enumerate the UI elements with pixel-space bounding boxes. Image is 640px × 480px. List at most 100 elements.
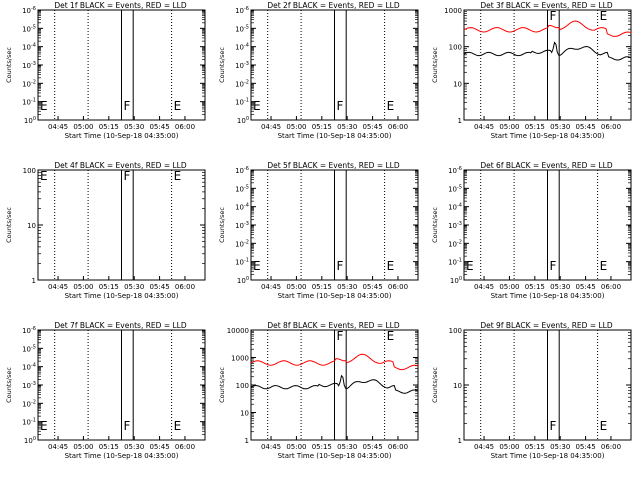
y-axis-label: Counts/sec	[218, 207, 226, 243]
y-tick-label: 10-1	[235, 258, 249, 267]
y-tick-label: 10	[453, 382, 462, 390]
y-tick-label: 100	[237, 276, 249, 285]
y-tick-label: 100	[24, 436, 36, 445]
y-tick-label: 10-3	[448, 221, 462, 230]
event-marker: E	[600, 9, 608, 23]
x-tick-label: 06:00	[175, 283, 195, 291]
events-series-line	[463, 41, 632, 61]
event-marker: E	[466, 259, 474, 273]
y-tick-label: 100	[449, 44, 462, 52]
x-tick-label: 05:45	[149, 123, 169, 131]
x-tick-label: 05:00	[286, 283, 306, 291]
y-tick-label: 10-3	[235, 221, 249, 230]
x-tick-label: 05:30	[337, 283, 357, 291]
lld-series-line	[463, 20, 632, 37]
y-tick-label: 10-2	[235, 239, 249, 248]
panel-title: Det 9f BLACK = Events, RED = LLD	[480, 321, 613, 330]
y-tick-label: 10-1	[448, 258, 462, 267]
event-marker: E	[387, 329, 395, 343]
detector-panel: Det 3f BLACK = Events, RED = LLD Counts/s…	[431, 1, 632, 140]
detector-panel: Det 2f BLACK = Events, RED = LLD Counts/s…	[218, 1, 419, 140]
x-tick-label: 05:45	[575, 123, 595, 131]
y-tick-label: 10-1	[22, 418, 36, 427]
x-axis-label: Start Time (10-Sep-18 04:35:00)	[278, 292, 392, 300]
y-tick-label: 10-2	[22, 79, 36, 88]
y-tick-label: 10-4	[235, 203, 249, 212]
y-tick-label: 1	[245, 437, 249, 445]
y-tick-label: 10-3	[235, 61, 249, 70]
y-axis-label: Counts/sec	[431, 207, 439, 243]
y-tick-label: 1	[458, 117, 462, 125]
x-tick-label: 05:15	[99, 123, 119, 131]
event-marker: E	[174, 169, 182, 183]
y-tick-label: 10-6	[22, 326, 36, 335]
y-tick-label: 100	[236, 382, 249, 390]
event-marker: E	[387, 99, 395, 113]
y-tick-label: 10-5	[22, 344, 36, 353]
panel-title: Det 3f BLACK = Events, RED = LLD	[480, 1, 613, 10]
x-tick-label: 05:45	[362, 123, 382, 131]
y-tick-label: 1000	[444, 7, 462, 15]
x-tick-label: 05:30	[124, 283, 144, 291]
lld-series-line	[250, 353, 419, 371]
x-tick-label: 05:15	[525, 443, 545, 451]
x-tick-label: 04:45	[474, 443, 494, 451]
event-marker: E	[174, 99, 182, 113]
x-tick-label: 06:00	[175, 443, 195, 451]
y-tick-label: 10-6	[235, 6, 249, 15]
event-marker: F	[550, 259, 557, 273]
events-series-line	[250, 374, 419, 394]
x-tick-label: 05:45	[149, 283, 169, 291]
x-axis-label: Start Time (10-Sep-18 04:35:00)	[278, 132, 392, 140]
x-tick-label: 05:00	[73, 283, 93, 291]
detector-panel: Det 6f BLACK = Events, RED = LLD Counts/s…	[431, 161, 632, 300]
x-tick-label: 04:45	[48, 283, 68, 291]
x-tick-label: 05:45	[149, 443, 169, 451]
x-tick-label: 06:00	[601, 443, 621, 451]
x-tick-label: 04:45	[261, 443, 281, 451]
y-tick-label: 10-2	[235, 79, 249, 88]
x-tick-label: 05:00	[73, 443, 93, 451]
y-tick-label: 10-5	[448, 184, 462, 193]
y-tick-label: 100	[450, 276, 462, 285]
detector-panel: Det 8f BLACK = Events, RED = LLD Counts/s…	[218, 321, 419, 460]
x-tick-label: 05:15	[525, 123, 545, 131]
x-tick-label: 05:00	[286, 443, 306, 451]
x-tick-label: 05:45	[362, 283, 382, 291]
event-marker: F	[124, 419, 131, 433]
y-axis-label: Counts/sec	[5, 207, 13, 243]
y-tick-label: 1	[32, 277, 36, 285]
x-tick-label: 06:00	[601, 283, 621, 291]
x-tick-label: 05:15	[525, 283, 545, 291]
x-tick-label: 05:15	[312, 443, 332, 451]
y-tick-label: 10-1	[235, 98, 249, 107]
detector-panel: Det 9f BLACK = Events, RED = LLD Counts/s…	[431, 321, 632, 460]
y-tick-label: 10-3	[22, 381, 36, 390]
x-tick-label: 05:00	[499, 283, 519, 291]
panel-title: Det 4f BLACK = Events, RED = LLD	[54, 161, 187, 170]
detector-panel: Det 1f BLACK = Events, RED = LLD Counts/s…	[5, 1, 206, 140]
x-tick-label: 04:45	[261, 283, 281, 291]
x-tick-label: 04:45	[261, 123, 281, 131]
y-axis-label: Counts/sec	[431, 367, 439, 403]
event-marker: F	[337, 259, 344, 273]
event-marker: E	[600, 259, 608, 273]
y-tick-label: 10	[27, 222, 36, 230]
event-marker: E	[40, 419, 48, 433]
x-tick-label: 05:00	[286, 123, 306, 131]
y-tick-label: 10	[240, 410, 249, 418]
x-tick-label: 05:15	[312, 123, 332, 131]
y-tick-label: 10-6	[22, 6, 36, 15]
event-marker: E	[387, 259, 395, 273]
x-tick-label: 04:45	[48, 443, 68, 451]
y-tick-label: 10-5	[235, 184, 249, 193]
y-tick-label: 1000	[231, 355, 249, 363]
detector-panel: Det 5f BLACK = Events, RED = LLD Counts/s…	[218, 161, 419, 300]
x-tick-label: 05:30	[550, 123, 570, 131]
y-tick-label: 100	[23, 167, 36, 175]
x-tick-label: 05:30	[337, 123, 357, 131]
x-tick-label: 06:00	[388, 123, 408, 131]
event-marker: F	[550, 9, 557, 23]
y-tick-label: 100	[237, 116, 249, 125]
